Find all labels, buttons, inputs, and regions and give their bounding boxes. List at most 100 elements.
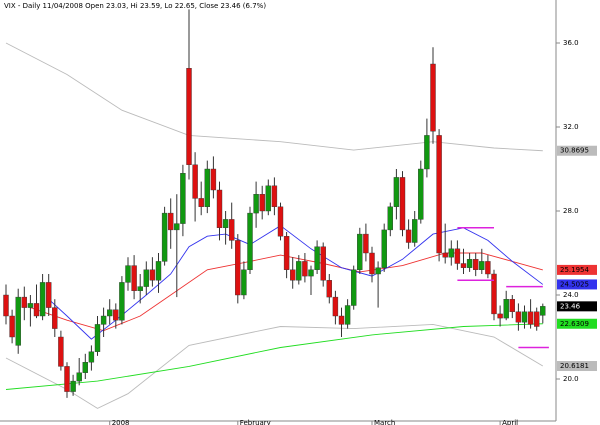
candle-body: [503, 299, 509, 319]
candle-body: [180, 172, 186, 224]
y-tick-label: 32.0: [563, 123, 579, 131]
candle-body: [21, 296, 27, 308]
candle-body: [167, 212, 174, 231]
candle-body: [534, 311, 540, 327]
candle-body: [381, 229, 387, 268]
candle-body: [198, 198, 204, 207]
candle-body: [174, 223, 180, 231]
candle-body: [210, 168, 217, 191]
candle-body: [369, 252, 375, 275]
x-tick-label: March: [374, 419, 395, 425]
candle-body: [106, 309, 113, 317]
y-tick-label: 20.0: [563, 375, 579, 383]
candle-body: [113, 309, 119, 321]
candle-body: [296, 261, 302, 281]
candle-body: [15, 296, 21, 346]
candle-body: [375, 267, 381, 275]
candle-body: [204, 168, 211, 207]
price-label: 25.1954: [560, 266, 589, 274]
price-box: [557, 264, 597, 275]
candle-body: [338, 315, 345, 325]
candle-body: [259, 193, 265, 212]
price-label: 20.6181: [560, 362, 589, 370]
candle-body: [497, 313, 503, 319]
indicator-line: [5, 323, 543, 390]
candle-body: [186, 67, 192, 165]
candle-body: [320, 246, 326, 281]
candle-body: [314, 246, 320, 270]
candle-body: [76, 372, 82, 382]
candle-body: [216, 189, 223, 228]
x-tick-label: 2008: [112, 419, 130, 425]
price-box: [557, 145, 597, 156]
y-tick-label: 36.0: [563, 39, 579, 47]
candle-body: [100, 315, 107, 325]
candle-body: [491, 273, 497, 315]
y-tick-label: 28.0: [563, 207, 579, 215]
candle-body: [521, 311, 528, 323]
candle-body: [527, 311, 534, 325]
candle-body: [290, 269, 296, 281]
price-label: 30.8695: [560, 147, 589, 155]
candle-body: [235, 240, 241, 296]
candle-body: [387, 206, 393, 231]
candle-body: [399, 177, 406, 231]
price-box: [557, 301, 597, 312]
candle-body: [454, 248, 461, 264]
candle-body: [143, 269, 150, 287]
candle-body: [94, 324, 101, 352]
candle-body: [283, 235, 290, 270]
price-label: 24.5025: [560, 280, 589, 288]
candle-body: [247, 212, 253, 271]
indicator-line: [5, 323, 544, 409]
candle-body: [33, 303, 40, 317]
x-tick-label: April: [502, 419, 518, 425]
price-label: 23.46: [560, 302, 581, 310]
candle-body: [277, 206, 284, 237]
candle-body: [192, 164, 198, 199]
candle-body: [479, 261, 485, 270]
candle-body: [473, 259, 479, 270]
candle-body: [131, 265, 137, 292]
candle-body: [418, 168, 424, 220]
candle-body: [515, 311, 522, 323]
candle-body: [351, 269, 357, 306]
candle-body: [228, 219, 235, 241]
candle-body: [405, 229, 412, 243]
candle-body: [332, 296, 339, 317]
candle-body: [466, 259, 473, 268]
candle-body: [302, 261, 308, 277]
candle-body: [344, 305, 351, 325]
candle-body: [430, 63, 436, 132]
candle-body: [393, 177, 400, 207]
price-box: [557, 318, 597, 329]
candle-body: [46, 282, 52, 308]
price-box: [557, 279, 597, 290]
candle-body: [412, 219, 418, 243]
candle-body: [39, 282, 46, 317]
candle-body: [326, 280, 332, 298]
price-label: 22.6309: [560, 320, 589, 328]
candle-body: [155, 261, 162, 281]
candle-body: [9, 315, 15, 338]
candle-body: [509, 299, 515, 313]
candle-body: [271, 185, 278, 208]
candle-body: [27, 303, 34, 308]
candle-body: [265, 185, 271, 212]
candle-body: [485, 261, 491, 275]
candle-body: [58, 336, 64, 367]
x-tick-label: February: [240, 419, 271, 425]
candle-body: [357, 233, 363, 271]
candle-body: [52, 307, 58, 329]
candle-body: [82, 362, 89, 373]
price-box: [557, 361, 597, 372]
candle-body: [424, 135, 430, 170]
candle-body: [436, 135, 442, 254]
candle-body: [3, 294, 9, 317]
candle-body: [64, 366, 70, 392]
candle-body: [161, 212, 168, 262]
candle-body: [442, 252, 448, 258]
candle-body: [460, 263, 467, 268]
